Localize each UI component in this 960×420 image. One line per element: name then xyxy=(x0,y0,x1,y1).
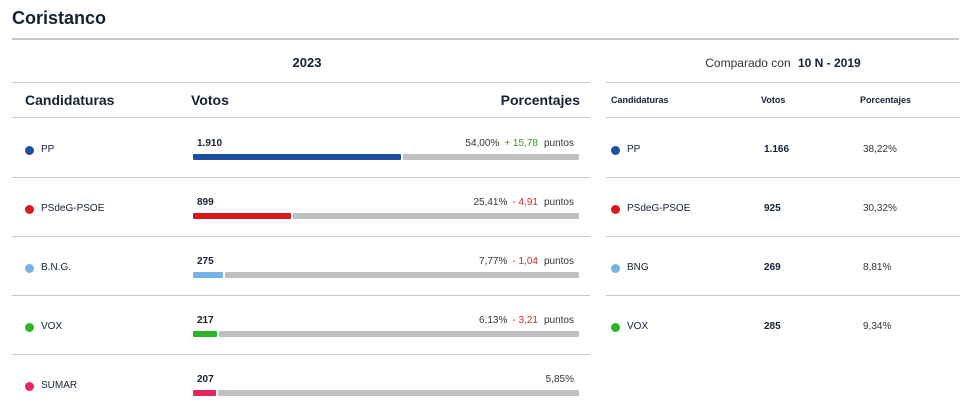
row-divider xyxy=(606,236,960,237)
change-unit: puntos xyxy=(543,197,574,208)
percent-change: - 1,04 xyxy=(512,256,538,267)
comparison-header-bottom-rule xyxy=(606,117,960,118)
current-year-heading: 2023 xyxy=(292,55,322,70)
comparison-header-top-rule xyxy=(606,82,960,83)
party-name: VOX xyxy=(627,321,649,332)
percent-line: 25,41% - 4,91 puntos xyxy=(473,197,574,208)
vote-share-fill xyxy=(193,331,217,337)
party-color-dot xyxy=(611,264,620,273)
vote-share-remainder xyxy=(217,390,579,396)
vote-share-remainder xyxy=(403,154,579,160)
party-votes: 1.166 xyxy=(764,144,790,155)
comparison-election: 10 N - 2019 xyxy=(798,56,861,70)
vote-share-remainder xyxy=(218,331,579,337)
percent-change: - 3,21 xyxy=(512,315,538,326)
comparison-row: VOX 285 9,34% xyxy=(606,297,960,355)
vote-share-bar xyxy=(193,331,579,337)
party-votes: 275 xyxy=(197,256,214,267)
row-divider xyxy=(606,177,960,178)
party-color-dot xyxy=(611,205,620,214)
party-votes: 285 xyxy=(764,321,781,332)
party-votes: 269 xyxy=(764,262,781,273)
party-percent: 38,22% xyxy=(863,144,897,155)
party-color-dot xyxy=(25,323,34,332)
party-name: B.N.G. xyxy=(41,262,72,273)
row-divider xyxy=(12,354,590,355)
percent-line: 7,77% - 1,04 puntos xyxy=(479,256,574,267)
row-divider xyxy=(12,236,590,237)
party-name: SUMAR xyxy=(41,380,78,391)
party-percent: 30,32% xyxy=(863,203,897,214)
row-divider xyxy=(606,295,960,296)
current-header-bottom-rule xyxy=(12,117,590,118)
vote-share-remainder xyxy=(224,272,579,278)
vote-share-bar xyxy=(193,154,579,160)
title-divider xyxy=(12,38,959,40)
party-name: PP xyxy=(41,144,55,155)
percent-change: + 15,78 xyxy=(504,138,538,149)
result-row: SUMAR 207 5,85% xyxy=(12,356,590,414)
party-percent: 6,13% xyxy=(479,315,508,326)
party-color-dot xyxy=(25,146,34,155)
comparison-row: PSdeG-PSOE 925 30,32% xyxy=(606,179,960,237)
comparison-row: BNG 269 8,81% xyxy=(606,238,960,296)
vote-share-fill xyxy=(193,390,216,396)
party-votes: 899 xyxy=(197,197,214,208)
vote-share-fill xyxy=(193,154,402,160)
party-color-dot xyxy=(25,264,34,273)
vote-share-fill xyxy=(193,213,292,219)
result-row: B.N.G. 275 7,77% - 1,04 puntos xyxy=(12,238,590,296)
current-col-votes: Votos xyxy=(191,92,229,108)
vote-share-bar xyxy=(193,213,579,219)
percent-change: - 4,91 xyxy=(512,197,538,208)
party-percent: 9,34% xyxy=(863,321,892,332)
party-percent: 25,41% xyxy=(473,197,508,208)
party-votes: 207 xyxy=(197,374,214,385)
change-unit: puntos xyxy=(543,315,574,326)
party-votes: 1.910 xyxy=(197,138,223,149)
comparison-col-party: Candidaturas xyxy=(611,95,669,105)
percent-line: 54,00% + 15,78 puntos xyxy=(465,138,574,149)
percent-line: 6,13% - 3,21 puntos xyxy=(479,315,574,326)
result-row: PP 1.910 54,00% + 15,78 puntos xyxy=(12,120,590,178)
row-divider xyxy=(12,295,590,296)
party-votes: 925 xyxy=(764,203,781,214)
party-color-dot xyxy=(611,146,620,155)
party-color-dot xyxy=(611,323,620,332)
percent-line: 5,85% xyxy=(546,374,574,385)
row-divider xyxy=(12,177,590,178)
comparison-row: PP 1.166 38,22% xyxy=(606,120,960,178)
party-percent: 8,81% xyxy=(863,262,892,273)
change-unit: puntos xyxy=(543,138,574,149)
party-name: PSdeG-PSOE xyxy=(41,203,105,214)
comparison-heading: Comparado con 10 N - 2019 xyxy=(606,56,960,70)
party-color-dot xyxy=(25,382,34,391)
party-color-dot xyxy=(25,205,34,214)
change-unit: puntos xyxy=(543,256,574,267)
party-name: BNG xyxy=(627,262,649,273)
party-name: PSdeG-PSOE xyxy=(627,203,691,214)
comparison-col-percent: Porcentajes xyxy=(860,95,912,105)
comparison-col-votes: Votos xyxy=(761,95,786,105)
current-header-top-rule xyxy=(12,82,590,83)
result-row: PSdeG-PSOE 899 25,41% - 4,91 puntos xyxy=(12,179,590,237)
party-percent: 5,85% xyxy=(545,374,574,385)
party-name: PP xyxy=(627,144,641,155)
result-row: VOX 217 6,13% - 3,21 puntos xyxy=(12,297,590,355)
vote-share-bar xyxy=(193,272,579,278)
vote-share-bar xyxy=(193,390,579,396)
page-title: Coristanco xyxy=(12,8,107,28)
comparison-label: Comparado con xyxy=(705,56,791,70)
party-percent: 54,00% xyxy=(465,138,500,149)
current-col-percent: Porcentajes xyxy=(500,92,580,108)
current-col-party: Candidaturas xyxy=(25,92,115,108)
vote-share-fill xyxy=(193,272,223,278)
party-percent: 7,77% xyxy=(479,256,508,267)
vote-share-remainder xyxy=(293,213,579,219)
party-name: VOX xyxy=(41,321,63,332)
party-votes: 217 xyxy=(197,315,214,326)
